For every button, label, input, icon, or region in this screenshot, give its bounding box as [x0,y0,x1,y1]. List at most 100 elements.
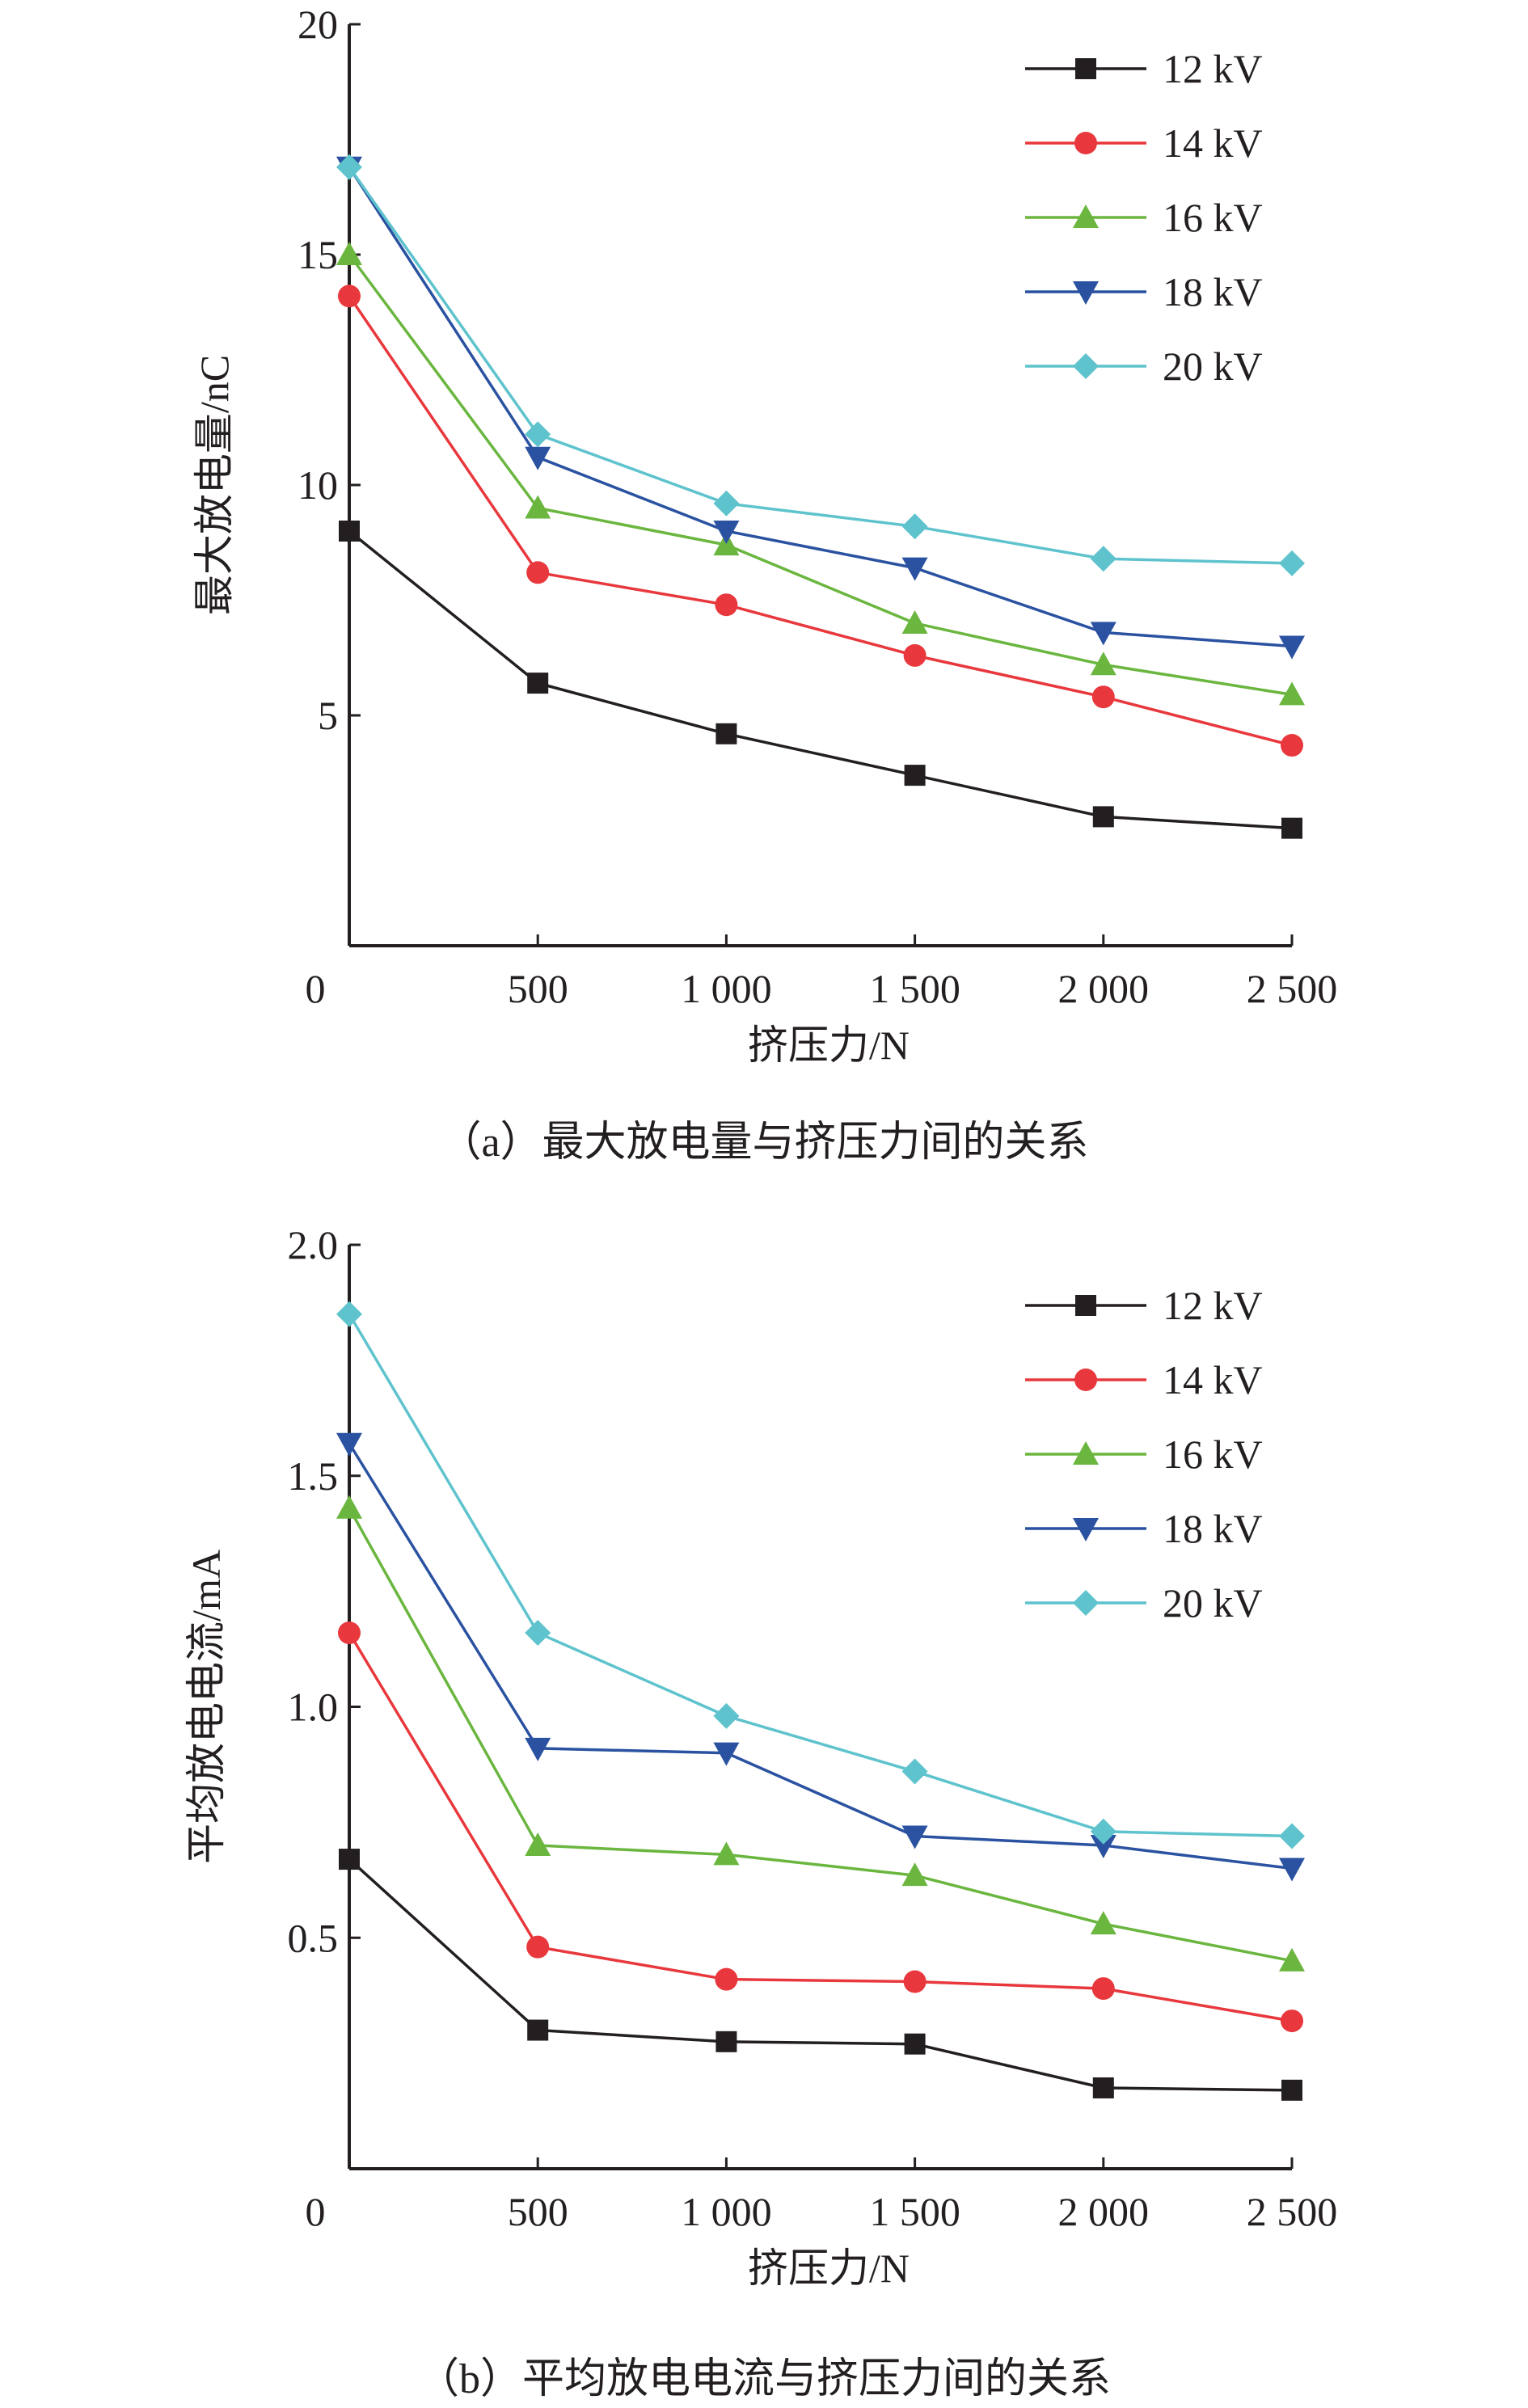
chart-b-point-16kv [336,1495,362,1519]
chart-b-point-14kv [715,1967,738,1991]
chart-a-series-line-16kv [348,253,1293,697]
chart-a-legend-label: 12 kV [1163,46,1263,91]
chart-a-point-20kv [525,421,551,448]
chart-b-legend-marker [1075,1295,1096,1316]
chart-b-point-16kv [1090,1911,1116,1935]
chart-a-point-20kv [901,513,928,540]
chart-b-series-line-12kv [348,1858,1293,2092]
chart-panel-a: 5 10 15 20 0 500 1 000 1 500 2 000 2 500 挤压力/N 最大放电… [0,0,1528,1196]
chart-a-point-14kv [715,593,738,617]
chart-b-point-12kv [339,1849,360,1870]
chart-b-x-axis-title: 挤压力/N [748,2246,910,2291]
chart-b-point-18kv [525,1737,551,1761]
chart-a-point-12kv [339,521,360,542]
chart-a-legend-marker [1073,353,1099,379]
chart-b-point-14kv [526,1935,550,1959]
chart-a-x-tick-label: 2 000 [1058,966,1150,1011]
chart-b-series-line-18kv [348,1442,1293,1870]
chart-a-point-12kv [715,723,737,744]
chart-b-point-18kv [713,1742,740,1766]
chart-a-legend-marker [1073,205,1099,228]
chart-a-point-16kv [1090,652,1116,676]
chart-b-point-16kv [901,1862,928,1887]
chart-b-point-20kv [713,1702,740,1729]
chart-panel-b: 0.5 1.0 1.5 2.0 0 500 1 000 1 500 2 000 2 500 挤压力/… [0,1196,1528,2408]
chart-b-point-20kv [1090,1818,1116,1845]
chart-a-point-12kv [1281,817,1302,839]
chart-a-point-12kv [527,673,549,694]
chart-b-y-tick-label: 0.5 [288,1915,339,1960]
chart-b-legend-marker [1073,1441,1099,1465]
chart-b-x-tick-label: 500 [508,2189,568,2234]
chart-a-series-line-18kv [348,166,1293,648]
chart-a-legend-marker [1073,281,1099,305]
chart-b-legend-label: 16 kV [1163,1432,1263,1477]
chart-b-point-20kv [901,1758,928,1785]
chart-a-point-14kv [903,643,927,667]
chart-b-point-12kv [527,2019,549,2041]
chart-a-series-line-12kv [348,529,1293,830]
chart-b-y-tick-label: 1.5 [288,1453,339,1499]
chart-b-point-16kv [525,1832,551,1856]
chart-a-point-16kv [1279,681,1305,706]
chart-b-point-18kv [1090,1834,1116,1858]
chart-a-y-tick-label: 20 [298,2,338,47]
chart-a-point-18kv [901,557,928,581]
chart-a-point-18kv [1279,635,1305,660]
chart-a-y-tick-label: 15 [298,232,338,277]
chart-b-x-tick-label: 1 000 [681,2189,772,2234]
chart-b-point-14kv [1281,2009,1303,2033]
chart-b-series-line-16kv [348,1507,1293,1963]
chart-b-svg: 0.5 1.0 1.5 2.0 0 500 1 000 1 500 2 000 2 500 挤压力/… [184,1222,1337,2291]
chart-b-point-16kv [713,1841,740,1866]
chart-b-y-tick-label: 1.0 [288,1685,339,1730]
chart-b-point-12kv [904,2033,926,2055]
chart-b-y-axis-title: 平均放电电流/mA [184,1550,229,1864]
chart-a-x-tick-label: 2 500 [1247,966,1338,1011]
chart-b-x-tick-label: 0 [306,2189,326,2234]
chart-b-point-20kv [336,1301,362,1327]
chart-b-point-20kv [1279,1823,1305,1849]
chart-a-point-18kv [713,521,740,544]
chart-b-point-14kv [1091,1977,1115,2001]
chart-a-point-16kv [525,495,551,519]
chart-a-series-line-20kv [348,166,1293,565]
chart-a-legend-label: 16 kV [1163,195,1263,240]
chart-a-y-tick-label: 10 [298,462,338,508]
chart-a-y-tick-label: 5 [318,693,338,738]
chart-a-point-18kv [1090,622,1116,646]
chart-a-point-16kv [901,610,928,634]
chart-a-point-14kv [1281,734,1303,757]
chart-a-point-20kv [1090,546,1116,572]
chart-a-legend-marker [1074,132,1097,154]
chart-a-point-20kv [336,154,362,180]
chart-b-series-line-20kv [348,1313,1293,1838]
chart-a-point-12kv [1092,806,1114,828]
chart-b-legend-marker [1074,1368,1097,1391]
chart-a-legend-label: 20 kV [1163,344,1263,389]
chart-a-y-axis-title: 最大放电量/nC [192,355,237,615]
chart-a-point-14kv [526,561,550,584]
chart-b-series-line-14kv [348,1632,1293,2022]
chart-b-x-tick-label: 2 000 [1058,2189,1150,2234]
chart-b-legend-marker [1073,1590,1099,1616]
chart-b-y-tick-label: 2.0 [288,1222,339,1267]
chart-a-x-tick-label: 1 000 [681,966,772,1011]
chart-a-point-16kv [336,242,362,265]
chart-a-series-line-14kv [348,295,1293,747]
chart-b-point-20kv [525,1620,551,1647]
chart-a-x-axis-title: 挤压力/N [748,1023,910,1068]
chart-b-legend-label: 14 kV [1163,1357,1263,1402]
chart-b-point-12kv [715,2031,737,2052]
chart-b-legend-marker [1073,1518,1099,1541]
chart-b-x-tick-label: 1 500 [869,2189,960,2234]
chart-b-point-18kv [901,1825,928,1849]
chart-a-x-tick-label: 0 [306,966,326,1011]
chart-b-caption: （b）平均放电电流与挤压力间的关系 [416,2356,1111,2402]
chart-a-x-tick-label: 500 [508,966,568,1011]
chart-a-point-20kv [713,490,740,517]
chart-b-point-12kv [1092,2077,1114,2098]
chart-a-x-tick-label: 1 500 [869,966,960,1011]
chart-a-legend-marker [1075,58,1096,79]
chart-b-point-12kv [1281,2079,1302,2101]
